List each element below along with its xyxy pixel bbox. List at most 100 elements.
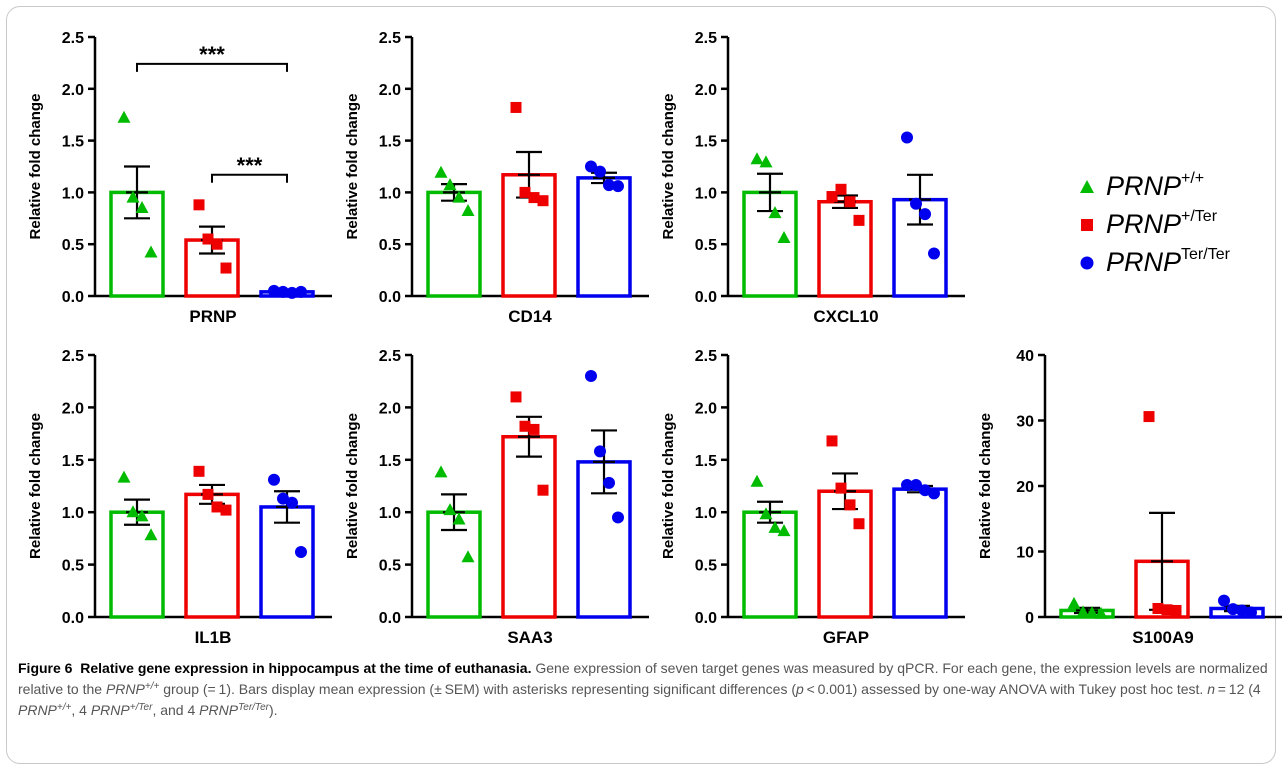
y-axis-label: Relative fold change — [977, 413, 994, 559]
y-tick-label: 0.5 — [379, 237, 401, 254]
y-tick-label: 30 — [1016, 414, 1034, 431]
data-point — [1067, 596, 1081, 609]
data-point — [202, 488, 214, 500]
bar-wt — [109, 510, 165, 619]
data-point — [286, 496, 298, 509]
caption-genotype: +/Ter — [129, 702, 153, 713]
data-point — [759, 155, 773, 168]
y-axis-label: Relative fold change — [660, 94, 677, 240]
y-tick-label: 1.5 — [62, 134, 84, 151]
data-point — [220, 262, 232, 274]
y-axis-label: Relative fold change — [344, 413, 361, 559]
y-tick-label: 1.0 — [379, 185, 401, 202]
y-tick-label: 1.0 — [379, 505, 401, 522]
y-tick-label: 1.0 — [695, 185, 717, 202]
data-point — [910, 478, 922, 491]
y-tick-label: 20 — [1016, 479, 1034, 496]
data-point — [612, 511, 624, 524]
data-point — [853, 518, 865, 530]
caption-gene: PRNP — [90, 702, 130, 718]
data-point — [1236, 604, 1248, 617]
caption-text: group (= 1). Bars display mean expressio… — [159, 681, 797, 697]
data-point — [193, 199, 205, 211]
data-point — [777, 524, 791, 537]
data-point — [537, 484, 549, 496]
significance-label: *** — [237, 153, 263, 178]
data-point — [193, 465, 205, 477]
data-point — [750, 152, 764, 165]
data-point — [853, 214, 865, 226]
y-tick-label: 0.5 — [695, 558, 717, 575]
caption-gene: PRNP — [105, 681, 145, 697]
data-point — [585, 369, 597, 382]
data-point — [295, 546, 307, 559]
y-tick-label: 2.5 — [62, 30, 84, 47]
data-point — [528, 423, 540, 435]
y-tick-label: 2.5 — [695, 30, 717, 47]
y-tick-label: 2.0 — [379, 82, 401, 99]
data-point — [434, 465, 448, 478]
caption-n: n — [1207, 681, 1215, 697]
data-point — [612, 180, 624, 193]
y-axis-label: Relative fold change — [344, 94, 361, 240]
chart-panel-gfap: 0.0 0.5 1.0 1.5 2.0 2.5 Relative fold change GF… — [660, 348, 965, 647]
y-tick-label: 2.5 — [379, 348, 401, 365]
y-tick-label: 2.0 — [379, 400, 401, 417]
y-tick-label: 0.0 — [695, 289, 717, 306]
chart-panel-cxcl10: 0.0 0.5 1.0 1.5 2.0 2.5 Relative fold change CX… — [660, 30, 965, 326]
data-point — [286, 286, 298, 299]
data-point — [452, 512, 466, 525]
data-point — [117, 470, 131, 483]
y-tick-label: 40 — [1016, 348, 1034, 365]
data-point — [1218, 594, 1230, 607]
chart-panel-cd14: 0.0 0.5 1.0 1.5 2.0 2.5 Relative fold change CD… — [344, 30, 649, 326]
y-tick-label: 0.0 — [379, 610, 401, 627]
data-point — [443, 178, 457, 191]
panel-title: S100A9 — [1132, 628, 1193, 647]
data-point — [594, 165, 606, 178]
data-point — [268, 473, 280, 486]
bar-hom — [576, 176, 632, 298]
bar-hom — [892, 487, 948, 619]
caption-gene: PRNP — [18, 702, 57, 718]
data-point — [126, 505, 140, 518]
data-point — [268, 284, 280, 297]
data-point — [211, 501, 223, 513]
panel-title: CD14 — [508, 307, 552, 326]
data-point — [1152, 602, 1164, 614]
y-tick-label: 0.0 — [695, 610, 717, 627]
data-point — [594, 445, 606, 458]
y-tick-label: 1.0 — [695, 505, 717, 522]
y-tick-label: 2.0 — [695, 82, 717, 99]
data-point — [901, 478, 913, 491]
caption-text: , 4 — [71, 702, 91, 718]
data-point — [519, 186, 531, 198]
y-tick-label: 1.5 — [62, 453, 84, 470]
data-point — [277, 285, 289, 298]
legend-genotype: +/Ter — [1181, 208, 1218, 225]
data-point — [919, 208, 931, 221]
y-tick-label: 10 — [1016, 545, 1034, 562]
data-point — [144, 528, 158, 541]
caption-title: Relative gene expression in hippocampus … — [80, 660, 532, 676]
y-tick-label: 0 — [1025, 610, 1034, 627]
data-point — [1143, 411, 1155, 423]
y-tick-label: 0.5 — [62, 558, 84, 575]
panel-title: CXCL10 — [813, 307, 878, 326]
legend-gene: PRNP — [1106, 209, 1182, 239]
data-point — [835, 482, 847, 494]
data-point — [211, 238, 223, 250]
data-point — [901, 131, 913, 144]
caption-p: p — [796, 681, 804, 697]
data-point — [144, 245, 158, 258]
data-point — [135, 509, 149, 522]
y-axis-label: Relative fold change — [27, 413, 44, 559]
y-axis-label: Relative fold change — [27, 94, 44, 240]
caption-genotype: Ter/Ter — [238, 702, 270, 713]
data-point — [126, 190, 140, 203]
chart-panel-saa3: 0.0 0.5 1.0 1.5 2.0 2.5 Relative fold change SA… — [344, 348, 649, 647]
caption-text: , and 4 — [152, 702, 200, 718]
caption-text: = 12 (4 — [1215, 681, 1261, 697]
data-point — [434, 165, 448, 178]
legend-genotype: +/+ — [1181, 170, 1205, 187]
